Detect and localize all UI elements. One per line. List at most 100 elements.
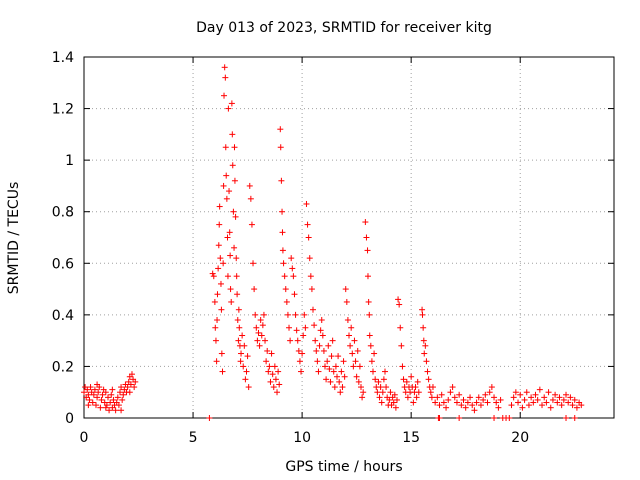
data-point — [372, 376, 379, 383]
data-point — [364, 273, 371, 280]
data-point — [377, 384, 384, 391]
data-point — [451, 394, 458, 401]
data-point — [243, 368, 250, 375]
data-point — [85, 391, 92, 398]
data-point — [341, 373, 348, 380]
data-point — [469, 402, 476, 409]
data-point — [266, 363, 273, 370]
data-point — [456, 415, 463, 421]
data-point — [289, 265, 296, 272]
data-point — [330, 368, 337, 375]
data-point — [386, 396, 393, 403]
data-point — [316, 342, 323, 349]
data-point — [230, 208, 237, 215]
data-point — [265, 368, 272, 375]
data-point — [228, 100, 235, 107]
data-point — [238, 350, 245, 357]
data-point — [241, 342, 248, 349]
data-point — [209, 270, 216, 277]
data-point — [506, 415, 513, 421]
data-point — [131, 384, 138, 391]
data-point — [257, 317, 264, 324]
data-point — [567, 394, 574, 401]
data-point — [415, 389, 422, 396]
data-point — [120, 391, 127, 398]
data-point — [252, 311, 259, 318]
data-point — [237, 358, 244, 365]
data-point — [392, 404, 399, 411]
data-point — [229, 162, 236, 169]
data-point — [246, 182, 253, 189]
y-axis-label: SRMTID / TECUs — [6, 182, 22, 295]
data-point — [94, 394, 101, 401]
data-point — [98, 396, 105, 403]
data-point — [493, 399, 500, 406]
data-point — [226, 229, 233, 236]
data-point — [464, 399, 471, 406]
data-point — [119, 396, 126, 403]
data-point — [126, 389, 133, 396]
data-point — [272, 376, 279, 383]
data-point — [349, 350, 356, 357]
data-point — [436, 415, 443, 421]
data-point — [315, 368, 322, 375]
data-point — [312, 337, 319, 344]
data-point — [235, 337, 242, 344]
data-point — [376, 394, 383, 401]
data-point — [420, 324, 427, 331]
data-point — [275, 368, 282, 375]
data-point — [482, 391, 489, 398]
data-point — [109, 386, 116, 393]
data-point — [340, 358, 347, 365]
data-point — [217, 255, 224, 262]
data-point — [379, 389, 386, 396]
data-point — [291, 291, 298, 298]
data-point — [223, 172, 230, 179]
data-point — [556, 394, 563, 401]
data-point — [356, 363, 363, 370]
plot-frame — [83, 56, 615, 419]
data-point — [545, 389, 552, 396]
data-point — [91, 386, 98, 393]
data-point — [549, 396, 556, 403]
data-point — [95, 389, 102, 396]
data-point — [287, 337, 294, 344]
data-point — [367, 342, 374, 349]
data-point — [365, 298, 372, 305]
data-point — [250, 260, 257, 267]
data-point — [404, 394, 411, 401]
data-point — [310, 306, 317, 313]
data-point — [240, 363, 247, 370]
data-point — [565, 399, 572, 406]
data-point — [366, 332, 373, 339]
data-point — [258, 332, 265, 339]
data-point — [578, 402, 585, 409]
data-point — [440, 399, 447, 406]
data-point — [423, 358, 430, 365]
data-point — [324, 358, 331, 365]
data-point — [290, 273, 297, 280]
data-point — [264, 347, 271, 354]
data-point — [420, 337, 427, 344]
data-point — [224, 234, 231, 241]
data-points — [81, 64, 585, 421]
x-tick-label: 20 — [511, 430, 529, 446]
y-tick-label: 1.2 — [52, 102, 74, 118]
data-point — [366, 311, 373, 318]
data-point — [213, 358, 220, 365]
data-point — [429, 384, 436, 391]
data-point — [259, 322, 266, 329]
data-point — [236, 324, 243, 331]
data-point — [473, 399, 480, 406]
x-tick-label: 5 — [189, 430, 198, 446]
data-point — [480, 396, 487, 403]
data-point — [225, 105, 232, 112]
data-point — [280, 260, 287, 267]
data-point — [260, 311, 267, 318]
data-point — [306, 255, 313, 262]
data-point — [397, 324, 404, 331]
data-point — [85, 402, 92, 409]
data-point — [86, 396, 93, 403]
data-point — [443, 404, 450, 411]
data-point — [221, 92, 228, 99]
